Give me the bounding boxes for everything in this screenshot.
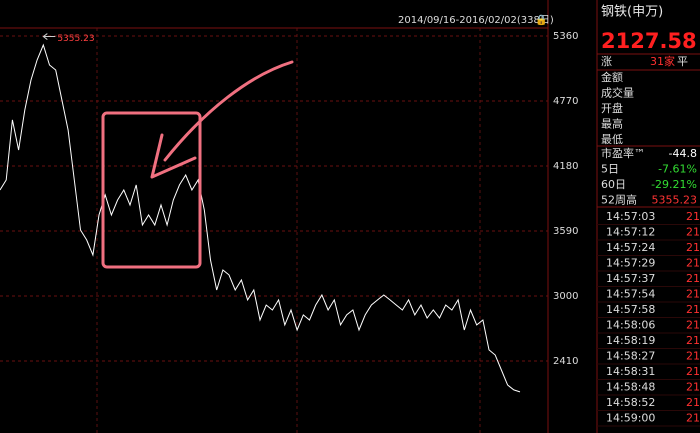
- y-tick-label: 4180: [553, 161, 578, 172]
- stat-value: 5355.23: [652, 194, 698, 207]
- y-tick-label: 3590: [553, 226, 578, 237]
- tick-time: 14:57:58: [606, 303, 655, 316]
- tick-price: 21: [686, 210, 700, 223]
- tick-price: 21: [686, 365, 700, 378]
- panel-title: 钢铁(申万): [601, 5, 663, 20]
- price-line: [0, 43, 521, 393]
- range-label: 2014/09/16-2016/02/02(338日): [398, 15, 554, 26]
- tick-price: 21: [686, 241, 700, 254]
- tick-time: 14:57:54: [606, 288, 655, 301]
- tick-price: 21: [686, 288, 700, 301]
- stat-label: 5日: [601, 163, 619, 176]
- tick-price: 21: [686, 257, 700, 270]
- tick-price: 21: [686, 396, 700, 409]
- tick-time: 14:59:00: [606, 412, 655, 425]
- y-tick-label: 5360: [553, 31, 578, 42]
- breadth-item: 平: [677, 55, 688, 68]
- field-label: 金额: [601, 70, 623, 84]
- y-tick-label: 4770: [553, 96, 578, 107]
- tick-price: 21: [686, 226, 700, 239]
- tick-time: 14:58:19: [606, 334, 655, 347]
- tick-time: 14:58:31: [606, 365, 655, 378]
- field-label: 成交量: [601, 86, 634, 100]
- hand-drawn-box: [101, 111, 202, 269]
- tick-price: 21: [686, 319, 700, 332]
- breadth-item: 涨: [601, 55, 612, 68]
- stat-value: -29.21%: [651, 178, 697, 191]
- tick-price: 21: [686, 381, 700, 394]
- tick-price: 21: [686, 303, 700, 316]
- tick-price: 21: [686, 334, 700, 347]
- field-label: 最高: [601, 117, 623, 131]
- tick-time: 14:57:03: [606, 210, 655, 223]
- tick-time: 14:57:24: [606, 241, 655, 254]
- stat-value: -44.8: [669, 147, 697, 160]
- tick-time: 14:57:12: [606, 226, 655, 239]
- panel-price: 2127.58: [601, 29, 697, 53]
- tick-time: 14:57:29: [606, 257, 655, 270]
- peak-label: 5355.23: [57, 34, 94, 44]
- tick-time: 14:58:27: [606, 350, 655, 363]
- y-tick-label: 3000: [553, 291, 578, 302]
- tick-time: 14:57:37: [606, 272, 655, 285]
- tick-price: 21: [686, 412, 700, 425]
- field-label: 最低: [601, 133, 623, 146]
- tick-time: 14:58:52: [606, 396, 655, 409]
- peak-arrow: [42, 33, 56, 40]
- lock-icon: 🔒: [535, 14, 547, 26]
- field-label: 开盘: [601, 101, 623, 115]
- stat-label: 60日: [601, 178, 626, 191]
- y-tick-label: 2410: [553, 356, 578, 367]
- stat-label: 52周高: [601, 193, 637, 207]
- tick-price: 21: [686, 350, 700, 363]
- tick-time: 14:58:06: [606, 319, 655, 332]
- tick-time: 14:58:48: [606, 381, 655, 394]
- stat-value: -7.61%: [658, 163, 697, 176]
- stat-label: 市盈率™: [601, 146, 645, 160]
- breadth-item: 31家: [650, 54, 675, 68]
- hand-drawn-arrow: [150, 60, 294, 179]
- tick-price: 21: [686, 272, 700, 285]
